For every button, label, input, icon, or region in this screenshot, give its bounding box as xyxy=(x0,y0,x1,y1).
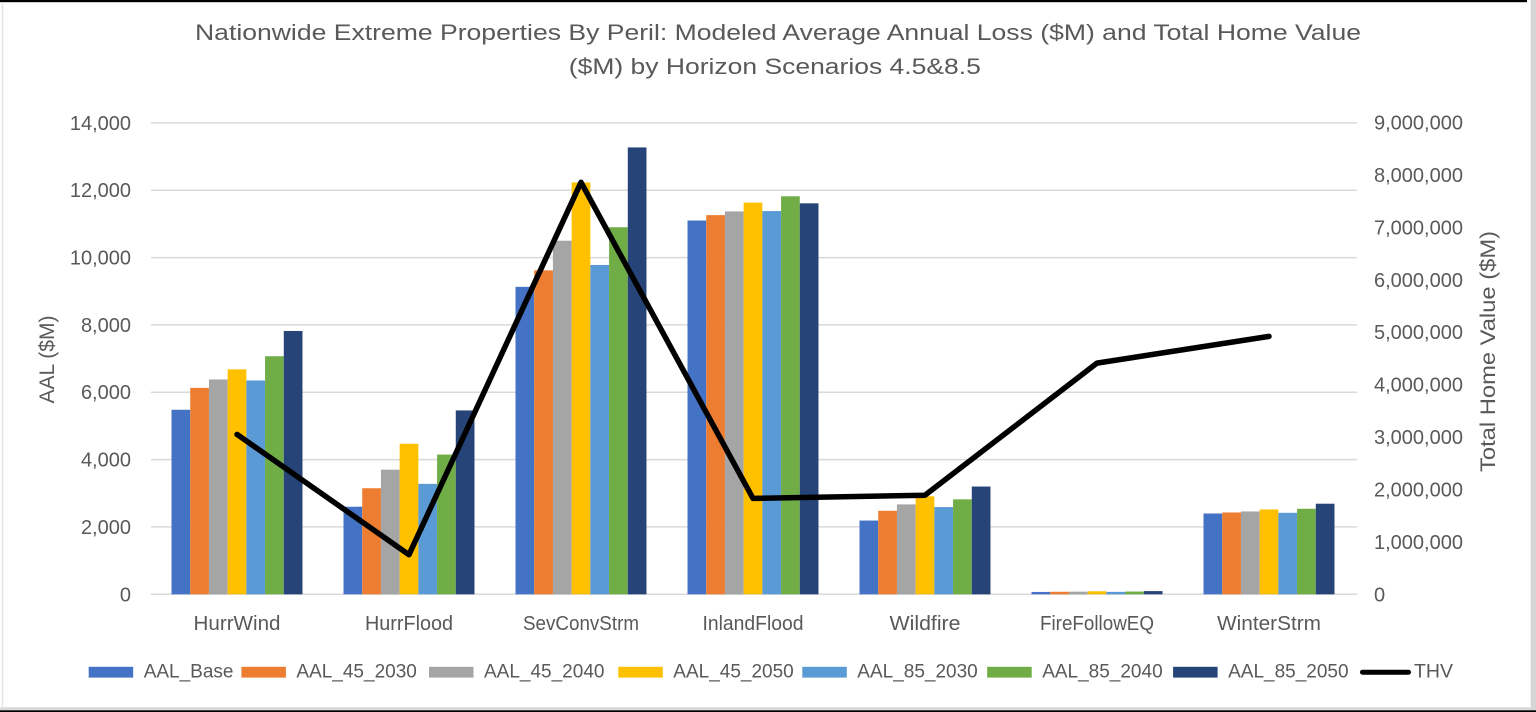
svg-text:7,000,000: 7,000,000 xyxy=(1374,217,1463,239)
svg-text:HurrFlood: HurrFlood xyxy=(365,613,453,635)
svg-text:AAL_45_2050: AAL_45_2050 xyxy=(673,661,793,682)
svg-text:($M) by Horizon Scenarios 4.5&: ($M) by Horizon Scenarios 4.5&8.5 xyxy=(569,54,981,79)
svg-text:SevConvStrm: SevConvStrm xyxy=(523,613,639,635)
svg-text:6,000,000: 6,000,000 xyxy=(1374,270,1463,292)
svg-text:0: 0 xyxy=(120,584,131,606)
svg-text:Wildfire: Wildfire xyxy=(890,613,961,635)
svg-text:0: 0 xyxy=(1374,584,1385,606)
svg-text:12,000: 12,000 xyxy=(70,180,131,202)
svg-text:THV: THV xyxy=(1414,660,1453,682)
svg-text:2,000: 2,000 xyxy=(81,517,131,539)
svg-text:AAL_Base: AAL_Base xyxy=(144,661,234,682)
svg-text:HurrWind: HurrWind xyxy=(194,613,281,635)
svg-text:2,000,000: 2,000,000 xyxy=(1374,480,1463,502)
svg-text:AAL_45_2030: AAL_45_2030 xyxy=(296,661,416,682)
svg-text:Total Home Value ($M): Total Home Value ($M) xyxy=(1476,231,1500,472)
svg-text:8,000: 8,000 xyxy=(81,315,131,337)
svg-text:9,000,000: 9,000,000 xyxy=(1374,113,1463,135)
svg-text:WinterStrm: WinterStrm xyxy=(1217,613,1321,635)
svg-text:4,000: 4,000 xyxy=(81,450,131,472)
svg-text:3,000,000: 3,000,000 xyxy=(1374,427,1463,449)
svg-text:6,000: 6,000 xyxy=(81,382,131,404)
svg-text:4,000,000: 4,000,000 xyxy=(1374,375,1463,397)
svg-text:10,000: 10,000 xyxy=(70,248,131,270)
svg-text:AAL ($M): AAL ($M) xyxy=(36,316,59,404)
svg-text:AAL_45_2040: AAL_45_2040 xyxy=(484,661,604,682)
svg-text:InlandFlood: InlandFlood xyxy=(703,613,804,635)
svg-text:1,000,000: 1,000,000 xyxy=(1374,532,1463,554)
svg-text:AAL_85_2050: AAL_85_2050 xyxy=(1228,661,1348,682)
svg-text:FireFollowEQ: FireFollowEQ xyxy=(1040,613,1154,635)
svg-text:14,000: 14,000 xyxy=(70,113,131,135)
svg-text:5,000,000: 5,000,000 xyxy=(1374,322,1463,344)
svg-text:AAL_85_2030: AAL_85_2030 xyxy=(857,661,977,682)
svg-text:8,000,000: 8,000,000 xyxy=(1374,165,1463,187)
svg-text:AAL_85_2040: AAL_85_2040 xyxy=(1042,661,1162,682)
svg-text:Nationwide Extreme Properties: Nationwide Extreme Properties By Peril: … xyxy=(195,20,1361,45)
